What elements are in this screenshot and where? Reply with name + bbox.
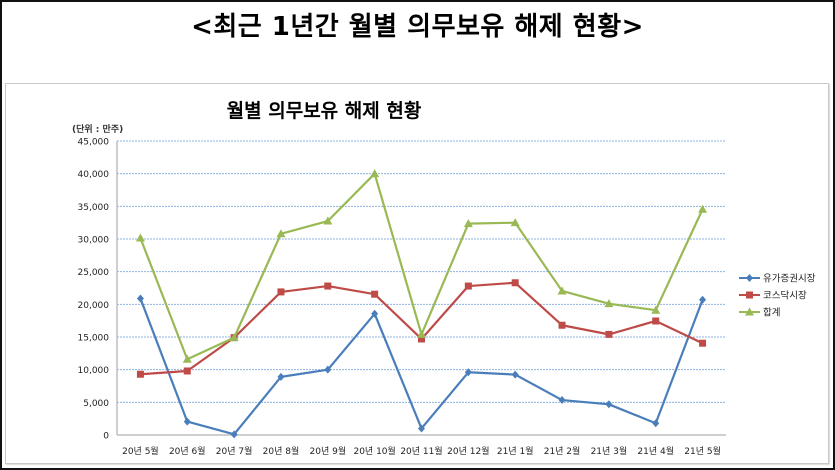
x-tick-label: 21년 1월 bbox=[497, 445, 534, 457]
x-tick-label: 21년 2월 bbox=[544, 445, 581, 457]
unit-label: (단위 : 만주) bbox=[72, 123, 123, 135]
triangle-marker bbox=[651, 305, 661, 314]
y-tick-label: 25,000 bbox=[78, 268, 110, 278]
diamond-marker bbox=[183, 417, 191, 426]
triangle-marker bbox=[182, 354, 192, 363]
x-tick-label: 21년 3월 bbox=[591, 445, 628, 457]
square-marker bbox=[699, 339, 707, 347]
y-tick-label: 10,000 bbox=[78, 366, 110, 376]
square-marker bbox=[652, 317, 660, 325]
series-lines bbox=[135, 169, 708, 439]
square-marker bbox=[511, 279, 519, 287]
x-tick-label: 20년 11월 bbox=[400, 445, 442, 457]
series-line bbox=[139, 298, 704, 436]
chart-panel: 월별 의무보유 해제 현황 (단위 : 만주) 0 5,000 10,000 15,0… bbox=[5, 83, 829, 464]
triangle-marker bbox=[510, 218, 520, 227]
square-marker bbox=[277, 288, 285, 296]
series-line bbox=[140, 281, 704, 376]
diamond-marker bbox=[371, 309, 379, 318]
x-axis: 20년 5월 20년 6월 20년 7월 20년 8월 20년 9월 20년 10월 20년… bbox=[117, 434, 726, 457]
legend-item: 합계 bbox=[739, 307, 780, 319]
square-marker bbox=[418, 335, 425, 343]
series-triangle bbox=[135, 169, 708, 363]
y-axis: 0 5,000 10,000 15,000 20,000 25,000 30,000 35,0… bbox=[78, 138, 118, 442]
x-tick-label: 20년 8월 bbox=[263, 445, 300, 457]
y-tick-label: 15,000 bbox=[78, 334, 110, 344]
gridlines bbox=[117, 140, 726, 403]
square-marker bbox=[183, 367, 191, 375]
square-marker bbox=[136, 370, 144, 378]
x-tick-label: 20년 10월 bbox=[353, 445, 395, 457]
y-tick-label: 40,000 bbox=[78, 170, 110, 180]
diamond-marker bbox=[324, 365, 332, 374]
diamond-marker bbox=[418, 424, 425, 433]
square-marker bbox=[605, 330, 613, 338]
triangle-marker bbox=[745, 307, 754, 316]
triangle-marker bbox=[604, 299, 614, 308]
triangle-marker bbox=[463, 219, 473, 228]
diamond-marker bbox=[511, 370, 519, 379]
y-tick-label: 0 bbox=[103, 432, 109, 442]
y-tick-label: 35,000 bbox=[78, 203, 110, 213]
square-marker bbox=[324, 282, 332, 290]
x-tick-label: 20년 9월 bbox=[310, 445, 347, 457]
diamond-marker bbox=[558, 396, 566, 405]
x-tick-label: 21년 4월 bbox=[637, 445, 674, 457]
y-tick-label: 20,000 bbox=[78, 301, 110, 311]
chart-title: 월별 의무보유 해제 현황 bbox=[227, 99, 422, 122]
legend-label: 합계 bbox=[763, 307, 780, 319]
x-tick-label: 20년 12월 bbox=[447, 445, 489, 457]
diamond-marker bbox=[605, 400, 613, 409]
diamond-marker bbox=[699, 295, 707, 304]
triangle-marker bbox=[323, 216, 333, 225]
y-tick-label: 5,000 bbox=[83, 399, 109, 409]
square-marker bbox=[371, 290, 379, 298]
triangle-marker bbox=[276, 229, 286, 238]
triangle-marker bbox=[698, 204, 708, 213]
diamond-marker bbox=[652, 419, 660, 428]
diamond-marker bbox=[746, 274, 753, 282]
square-marker bbox=[746, 291, 753, 299]
legend-label: 유가증권시장 bbox=[763, 273, 816, 285]
x-tick-label: 20년 7월 bbox=[216, 445, 253, 457]
x-tick-label: 21년 5월 bbox=[684, 445, 721, 457]
diamond-marker bbox=[464, 368, 472, 377]
series-diamond bbox=[136, 294, 707, 439]
legend-item: 코스닥시장 bbox=[739, 291, 807, 302]
triangle-marker bbox=[370, 169, 380, 178]
triangle-marker bbox=[417, 329, 426, 338]
square-marker bbox=[464, 282, 472, 290]
x-tick-label: 20년 5월 bbox=[122, 445, 159, 457]
diamond-marker bbox=[136, 294, 144, 303]
page-title: <최근 1년간 월별 의무보유 해제 현황> bbox=[191, 12, 644, 42]
triangle-marker bbox=[229, 333, 239, 342]
square-marker bbox=[558, 321, 566, 329]
line-chart: 월별 의무보유 해제 현황 (단위 : 만주) 0 5,000 10,000 15,0… bbox=[72, 99, 816, 457]
series-square bbox=[136, 279, 707, 378]
x-tick-label: 20년 6월 bbox=[169, 445, 206, 457]
triangle-marker bbox=[135, 233, 145, 242]
legend-item: 유가증권시장 bbox=[739, 273, 816, 285]
diamond-marker bbox=[230, 430, 238, 439]
triangle-marker bbox=[557, 286, 567, 295]
diamond-marker bbox=[277, 372, 285, 381]
y-tick-label: 30,000 bbox=[78, 236, 110, 246]
y-tick-label: 45,000 bbox=[78, 138, 110, 148]
legend-label: 코스닥시장 bbox=[763, 291, 807, 302]
